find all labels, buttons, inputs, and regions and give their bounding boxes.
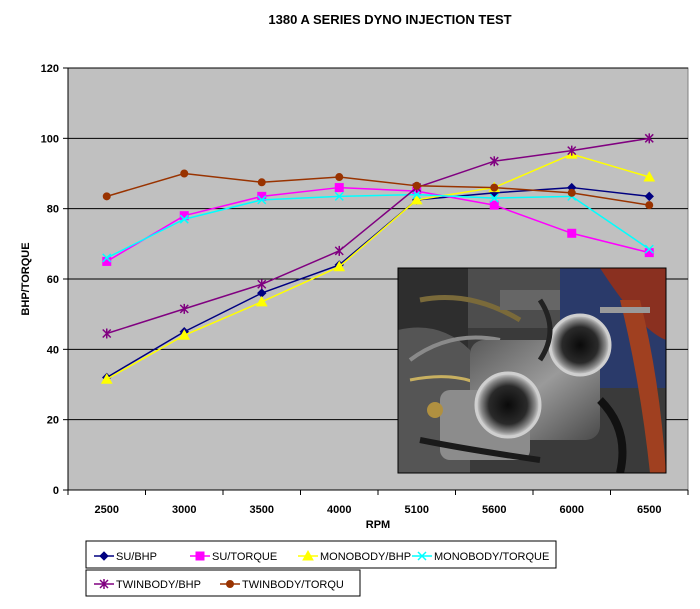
data-point xyxy=(410,193,423,205)
x-tick-label: 4000 xyxy=(327,504,351,516)
legend-marker xyxy=(195,551,205,561)
x-tick-label: 6500 xyxy=(637,504,661,516)
x-axis-label: RPM xyxy=(366,519,390,531)
series-layer xyxy=(100,133,656,384)
data-point xyxy=(489,200,499,210)
legend-entry: TWINBODY/BHP xyxy=(94,579,201,591)
data-point xyxy=(489,193,499,203)
data-point xyxy=(334,191,344,201)
legend-label: TWINBODY/BHP xyxy=(116,579,201,591)
x-tick-label: 3500 xyxy=(250,504,274,516)
legend-label: SU/TORQUE xyxy=(212,551,277,563)
legend-label: SU/BHP xyxy=(116,551,157,563)
legend-label: MONOBODY/TORQUE xyxy=(434,551,549,563)
legend-box-row1 xyxy=(85,540,557,569)
data-point xyxy=(567,188,576,197)
legend-marker xyxy=(99,551,109,561)
data-point xyxy=(102,253,112,263)
legend-box-row2 xyxy=(85,569,361,597)
x-tick-label: 2500 xyxy=(95,504,119,516)
chart-title: 1380 A SERIES DYNO INJECTION TEST xyxy=(268,12,511,27)
y-tick-label: 60 xyxy=(47,274,59,286)
legend-label: TWINBODY/TORQU xyxy=(242,579,344,591)
data-point xyxy=(102,328,112,339)
data-point xyxy=(645,201,654,210)
series-line xyxy=(106,153,650,380)
legend: SU/BHP SU/TORQUE MONOBODY/BHP MONOBODY/TORQ… xyxy=(94,549,549,591)
data-point xyxy=(489,156,499,167)
data-point xyxy=(180,169,189,178)
legend-marker xyxy=(226,580,234,588)
data-point xyxy=(412,190,422,200)
series-monobody-torque xyxy=(102,190,654,263)
legend-entry: MONOBODY/TORQUE xyxy=(412,551,549,563)
data-point xyxy=(412,181,421,190)
data-point xyxy=(178,329,191,340)
y-tick-label: 120 xyxy=(41,63,59,75)
legend-entry: SU/TORQUE xyxy=(190,551,277,563)
legend-marker xyxy=(302,549,314,561)
data-point xyxy=(100,373,113,384)
data-point xyxy=(334,183,344,193)
x-tick-label: 5600 xyxy=(482,504,506,516)
series-line xyxy=(106,137,650,335)
series-line xyxy=(106,193,650,259)
data-point xyxy=(644,133,654,144)
data-point xyxy=(335,173,344,182)
x-tick-label: 5100 xyxy=(405,504,429,516)
x-tick-label: 3000 xyxy=(172,504,196,516)
data-point xyxy=(257,178,266,187)
series-twinbody-torqu xyxy=(102,169,654,210)
legend-marker xyxy=(417,551,427,561)
series-line xyxy=(106,186,650,263)
data-point xyxy=(334,245,344,256)
data-point xyxy=(643,170,656,182)
data-point xyxy=(257,279,267,290)
y-tick-label: 40 xyxy=(47,344,59,356)
series-twinbody-bhp xyxy=(102,133,654,339)
data-point xyxy=(490,183,499,192)
legend-entry: MONOBODY/BHP xyxy=(298,549,411,563)
legend-entry: TWINBODY/TORQU xyxy=(220,579,344,591)
y-axis: 0 20 40 60 80 100 120 xyxy=(41,63,69,497)
data-point xyxy=(257,195,267,205)
y-tick-label: 80 xyxy=(47,204,59,216)
legend-entry: SU/BHP xyxy=(94,551,157,563)
engine-photo xyxy=(397,267,667,474)
data-point xyxy=(567,145,577,156)
x-tick-label: 6000 xyxy=(560,504,584,516)
legend-marker xyxy=(99,579,109,589)
x-axis: 2500 3000 3500 4000 5100 5600 6000 6500 xyxy=(67,489,689,516)
data-point xyxy=(644,191,654,202)
data-point xyxy=(179,214,189,224)
y-tick-label: 20 xyxy=(47,415,59,427)
series-line xyxy=(106,172,650,206)
data-point xyxy=(333,260,346,272)
y-axis-label: BHP/TORQUE xyxy=(20,242,32,315)
y-tick-label: 100 xyxy=(41,133,59,145)
data-point xyxy=(179,303,189,314)
data-point xyxy=(102,192,111,201)
data-point xyxy=(567,228,577,238)
data-point xyxy=(255,295,268,307)
y-tick-label: 0 xyxy=(53,485,59,497)
legend-label: MONOBODY/BHP xyxy=(320,551,411,563)
data-point xyxy=(644,244,654,254)
